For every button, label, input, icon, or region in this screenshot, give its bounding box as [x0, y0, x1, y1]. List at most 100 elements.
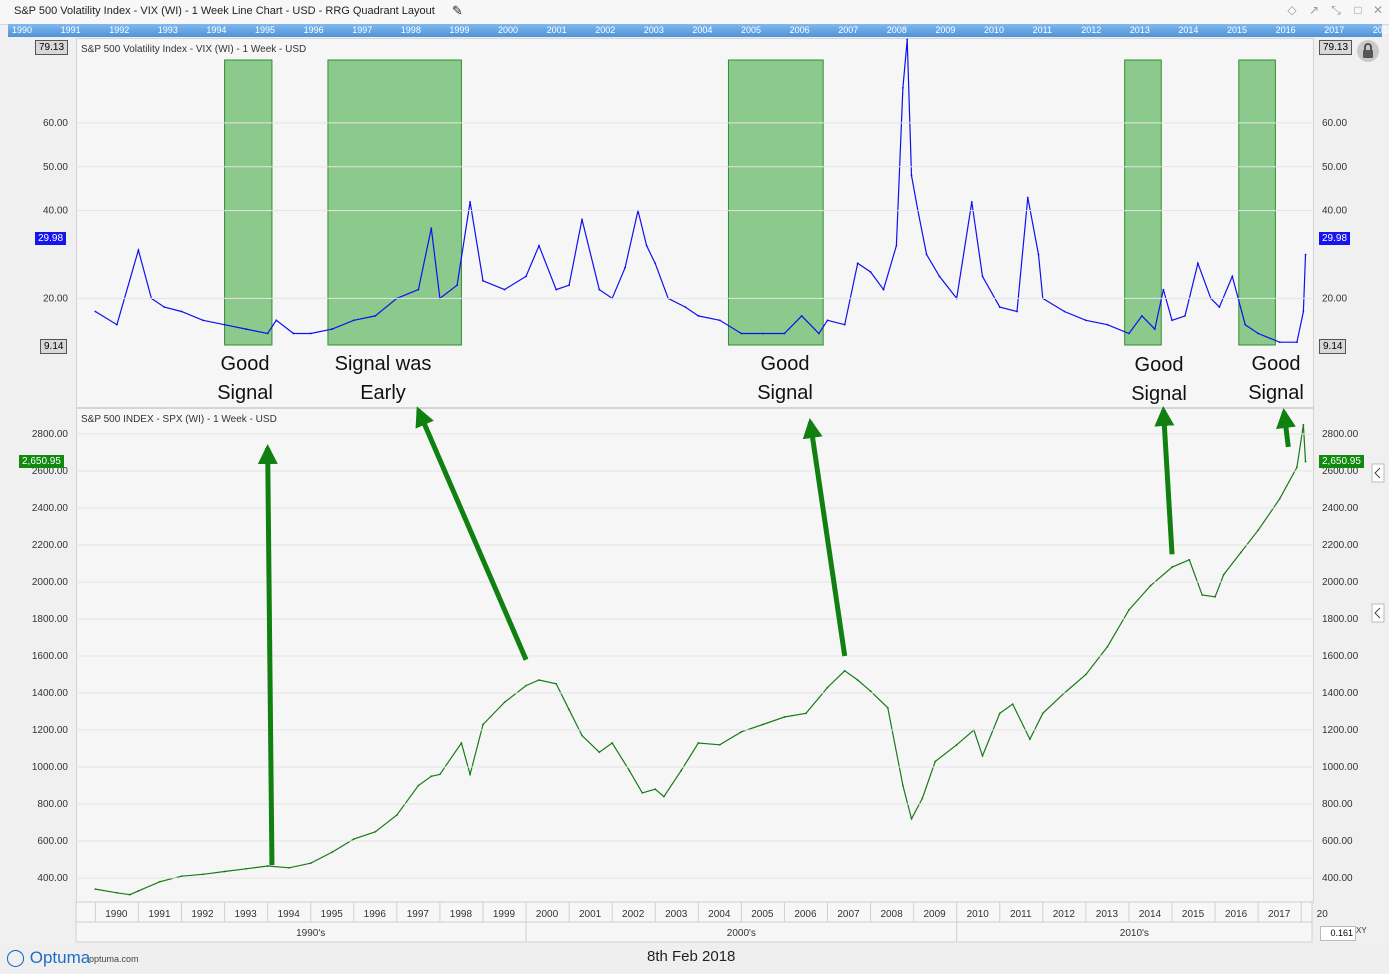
vix-line-point	[352, 319, 355, 322]
vix-line-point	[697, 315, 700, 317]
x-year-label: 2010	[967, 909, 990, 920]
timebar-year-label[interactable]: 1991	[60, 25, 81, 35]
timebar-year-label[interactable]: 2009	[935, 25, 956, 35]
timebar-year-label[interactable]: 2018	[1372, 25, 1389, 35]
vix-line-point	[598, 288, 601, 291]
x-year-label: 2014	[1139, 909, 1162, 920]
timebar-year-label[interactable]: 2001	[546, 25, 567, 35]
timebar-year-label[interactable]: 2011	[1032, 25, 1052, 35]
vix-line-point	[417, 288, 420, 291]
spx-tick-label-left: 1000.00	[32, 762, 69, 773]
timebar-year-label[interactable]: 1999	[449, 25, 470, 35]
timebar-year-label[interactable]: 1996	[303, 25, 324, 35]
diamond-icon[interactable]: ◇	[1287, 3, 1297, 17]
vix-line-point	[970, 200, 973, 203]
vix-line-point	[137, 249, 140, 252]
spx-line	[95, 424, 1307, 896]
timebar-year-label[interactable]: 1998	[400, 25, 421, 35]
logo-text: Optuma	[29, 948, 91, 967]
collapse-left-icon[interactable]	[1371, 603, 1385, 623]
spx-line-point	[352, 838, 355, 841]
timebar-year-label[interactable]: 1993	[157, 25, 178, 35]
signal-box	[327, 59, 462, 346]
vix-min-label-right: 9.14	[1319, 339, 1347, 354]
timebar-year-label[interactable]: 2006	[789, 25, 810, 35]
restore-icon[interactable]: ⤡	[1331, 3, 1341, 17]
x-decade-label: 2000's	[727, 928, 756, 939]
timebar-year-label[interactable]: 2010	[984, 25, 1005, 35]
close-icon[interactable]: ✕	[1372, 3, 1384, 17]
signal-label: Signal	[757, 382, 813, 404]
edit-icon[interactable]: ✎	[452, 3, 463, 18]
signal-arrow	[415, 406, 529, 661]
spx-line-point	[128, 893, 131, 896]
timebar-year-label[interactable]: 2008	[886, 25, 907, 35]
vix-line-point	[740, 332, 743, 335]
vix-line-point	[856, 262, 859, 265]
pin-icon[interactable]: ↗	[1308, 3, 1320, 17]
timebar-year-label[interactable]: 1990	[12, 25, 33, 35]
timebar-year-label[interactable]: 1994	[206, 25, 227, 35]
spx-line-point	[680, 769, 682, 772]
timebar-year-label[interactable]: 2000	[498, 25, 519, 35]
timebar-year-label[interactable]: 2007	[838, 25, 859, 35]
spx-tick-label-right: 800.00	[1322, 799, 1353, 810]
vix-line-point	[1244, 323, 1247, 326]
spx-line-point	[1222, 573, 1225, 576]
timebar-year-label[interactable]: 2005	[741, 25, 762, 35]
x-year-label: 2008	[880, 909, 903, 920]
vix-line-point	[94, 310, 97, 313]
spx-line-point	[374, 830, 377, 833]
spx-line-point	[783, 716, 786, 718]
timebar-year-label[interactable]: 2002	[595, 25, 616, 35]
timebar-year-label[interactable]: 2012	[1081, 25, 1102, 35]
x-year-label: 2017	[1268, 909, 1291, 920]
vix-line-point	[843, 323, 846, 326]
vix-tick-label-right: 50.00	[1322, 162, 1347, 173]
timebar-year-label[interactable]: 2015	[1227, 25, 1248, 35]
timebar-year-label[interactable]: 1995	[255, 25, 276, 35]
vix-line-point	[826, 319, 829, 322]
timebar-year-label[interactable]: 2016	[1275, 25, 1296, 35]
timebar-year-label[interactable]: 2014	[1178, 25, 1199, 35]
time-navigator-bar[interactable]: 1990 1991 1992 1993 1994 1995 1996 1997 1998 1999…	[8, 24, 1389, 37]
vix-line-point	[800, 315, 803, 317]
x-year-label: 2016	[1225, 909, 1248, 920]
spx-tick-label-right: 2800.00	[1322, 429, 1359, 440]
vix-line-point	[1278, 341, 1281, 344]
spx-line-point	[245, 867, 248, 870]
zoom-field[interactable]: 0.161	[1320, 926, 1356, 941]
x-year-label: 2007	[837, 909, 860, 920]
spx-line-point	[469, 773, 471, 776]
spx-last-value-right: 2,650.95	[1319, 455, 1364, 468]
spx-line-point	[460, 742, 463, 744]
x-year-label: 2012	[1053, 909, 1076, 920]
lock-icon[interactable]	[1357, 40, 1379, 62]
footer-bar	[0, 943, 1389, 974]
signal-arrow	[1276, 408, 1296, 448]
spx-line-point	[762, 723, 764, 726]
vix-tick-label-left: 60.00	[43, 118, 68, 129]
spx-line-point	[740, 730, 743, 733]
signal-box	[1238, 59, 1276, 346]
timebar-year-label[interactable]: 2013	[1129, 25, 1150, 35]
vix-line-point	[718, 319, 721, 322]
vix-last-value-left: 29.98	[35, 232, 67, 245]
timebar-year-label[interactable]: 2017	[1324, 25, 1345, 35]
signal-annotation: Signal was Early	[318, 350, 448, 408]
collapse-left-icon[interactable]	[1371, 463, 1385, 483]
timebar-year-label[interactable]: 1992	[109, 25, 130, 35]
signal-label: Signal	[1131, 383, 1187, 405]
vix-line	[95, 39, 1307, 343]
timebar-year-label[interactable]: 2004	[692, 25, 713, 35]
restore-icon[interactable]: □	[1354, 3, 1362, 17]
x-year-label: 2005	[751, 909, 774, 920]
vix-line-point	[555, 288, 558, 291]
spx-line-point	[1257, 529, 1260, 532]
vix-line-point	[374, 315, 377, 317]
spx-tick-label-right: 400.00	[1322, 873, 1353, 884]
xy-toggle[interactable]: XY	[1356, 926, 1367, 935]
timebar-year-label[interactable]: 1997	[352, 25, 373, 35]
vix-line-point	[1153, 328, 1156, 330]
timebar-year-label[interactable]: 2003	[643, 25, 664, 35]
